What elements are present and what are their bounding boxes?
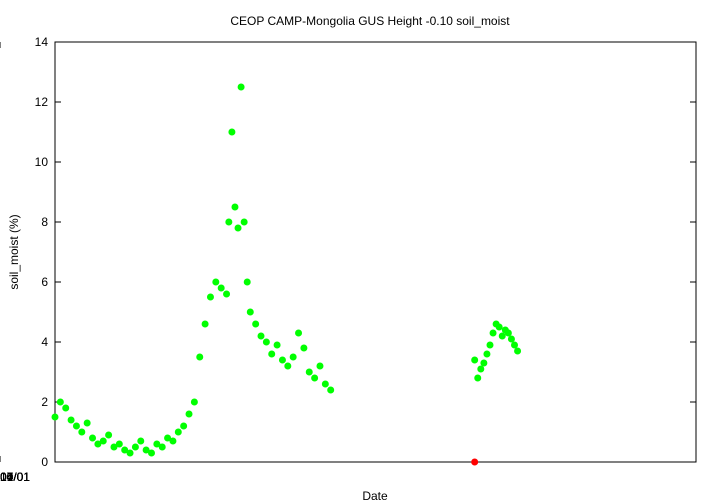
data-point — [316, 362, 324, 370]
data-point — [147, 449, 155, 457]
x-axis-label: Date — [362, 489, 388, 503]
data-point — [240, 218, 248, 226]
data-point — [89, 434, 97, 442]
x-tick-label: 2004/01/01 — [0, 470, 30, 484]
data-point — [273, 341, 281, 349]
x-tick-label: 2004/04/01 — [0, 470, 30, 484]
data-point — [201, 320, 209, 328]
y-tick-label: 14 — [35, 35, 49, 49]
data-point — [158, 443, 166, 451]
data-point — [51, 413, 59, 421]
x-tick-label: 2003/04/01 — [0, 470, 30, 484]
data-point — [137, 437, 145, 445]
data-point — [228, 128, 236, 136]
y-tick-label: 0 — [41, 455, 48, 469]
data-point — [311, 374, 319, 382]
series-2 — [471, 458, 479, 466]
data-point — [180, 422, 188, 430]
data-point — [257, 332, 265, 340]
data-point — [498, 332, 506, 340]
y-tick-label: 8 — [41, 215, 48, 229]
data-point — [486, 341, 494, 349]
data-point — [483, 350, 491, 358]
data-point — [262, 338, 270, 346]
data-point — [217, 284, 225, 292]
x-tick-label: 2002/10/01 — [0, 470, 30, 484]
data-point — [300, 344, 308, 352]
data-point — [246, 308, 254, 316]
data-point — [268, 350, 276, 358]
data-point — [56, 398, 64, 406]
data-point — [115, 440, 123, 448]
data-point — [474, 374, 482, 382]
data-point — [83, 419, 91, 427]
data-point — [190, 398, 198, 406]
data-point — [212, 278, 220, 286]
data-point — [489, 329, 497, 337]
data-point — [321, 380, 329, 388]
data-point — [243, 278, 251, 286]
data-point — [295, 329, 303, 337]
data-point — [223, 290, 231, 298]
data-point — [94, 440, 102, 448]
data-point — [514, 347, 522, 355]
data-point — [131, 443, 139, 451]
data-point — [471, 458, 479, 466]
data-point — [327, 386, 335, 394]
data-point — [234, 224, 242, 232]
x-tick-label: 2003/10/01 — [0, 470, 30, 484]
y-tick-label: 2 — [41, 395, 48, 409]
data-point — [507, 335, 515, 343]
data-point — [72, 422, 80, 430]
x-tick-label: 2004/07/01 — [0, 470, 30, 484]
data-point — [477, 365, 485, 373]
data-point — [471, 356, 479, 364]
y-axis-label: soil_moist (%) — [7, 214, 21, 289]
plot-area-frame — [54, 41, 697, 463]
data-point — [284, 362, 292, 370]
y-axis: 0 2 4 6 8 10 12 14 — [35, 35, 696, 469]
data-point — [164, 434, 172, 442]
data-point — [62, 404, 70, 412]
y-tick-label: 10 — [35, 155, 49, 169]
data-point — [110, 443, 118, 451]
data-point — [185, 410, 193, 418]
data-point — [252, 320, 260, 328]
data-point — [480, 359, 488, 367]
x-tick-label: 2004/10/01 — [0, 470, 30, 484]
x-tick-label: 2003/01/01 — [0, 470, 30, 484]
data-point — [225, 218, 233, 226]
y-tick-label: 6 — [41, 275, 48, 289]
data-point — [126, 449, 134, 457]
data-point — [510, 341, 518, 349]
data-point — [495, 323, 503, 331]
data-point — [289, 353, 297, 361]
series-layer — [51, 83, 522, 466]
data-point — [196, 353, 204, 361]
data-point — [78, 428, 86, 436]
y-tick-label: 4 — [41, 335, 48, 349]
y-tick-label: 12 — [35, 95, 49, 109]
data-point — [231, 203, 239, 211]
data-point — [105, 431, 113, 439]
x-tick-label: 2003/07/01 — [0, 470, 30, 484]
data-point — [237, 83, 245, 91]
chart-title: CEOP CAMP-Mongolia GUS Height -0.10 soil… — [230, 14, 510, 28]
data-point — [169, 437, 177, 445]
series-1 — [471, 320, 522, 382]
data-point — [504, 329, 512, 337]
data-point — [153, 440, 161, 448]
data-point — [206, 293, 214, 301]
data-point — [142, 446, 150, 454]
series-0 — [51, 83, 335, 457]
data-point — [174, 428, 182, 436]
data-point — [99, 437, 107, 445]
data-point — [67, 416, 75, 424]
data-point — [121, 446, 129, 454]
data-point — [278, 356, 286, 364]
data-point — [305, 368, 313, 376]
x-axis: 2002/10/012003/01/012003/04/012003/07/01… — [0, 42, 30, 484]
